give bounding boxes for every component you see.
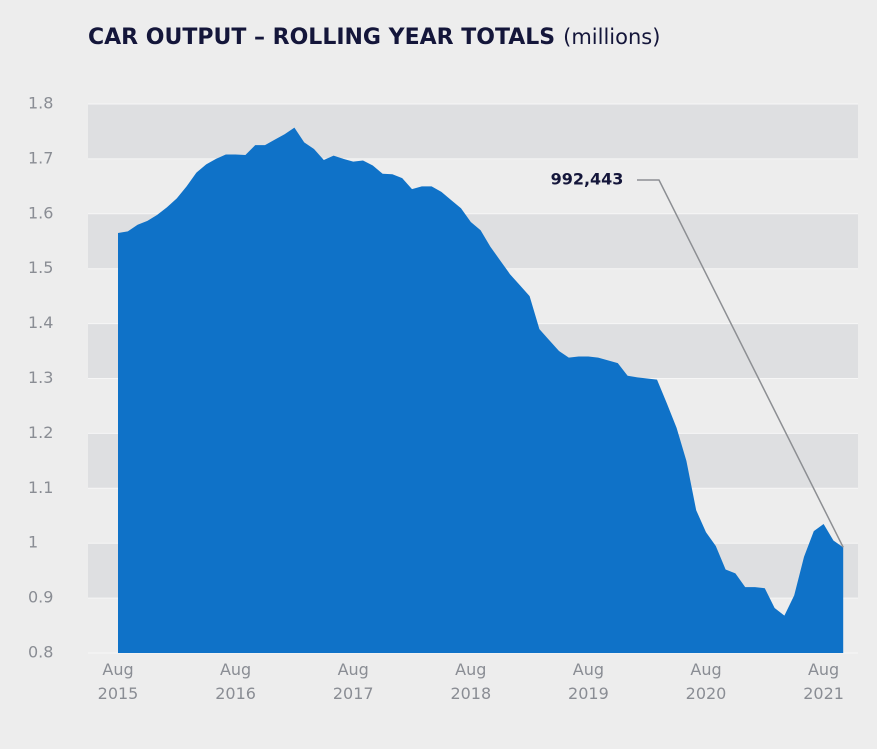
x-tick-label: Aug 2019 [568, 660, 609, 703]
y-tick-label: 1.4 [28, 313, 53, 332]
x-tick-label-line: 2018 [450, 684, 491, 703]
chart-title: CAR OUTPUT – ROLLING YEAR TOTALS [88, 25, 555, 50]
y-tick-label: 0.8 [28, 643, 53, 662]
grid-band [88, 104, 858, 159]
data-label: 992,443 [551, 170, 624, 189]
leader-line [637, 179, 844, 548]
x-tick-label-line: 2020 [686, 684, 727, 703]
x-tick-label-line: 2015 [98, 684, 139, 703]
y-tick-label: 1.3 [28, 368, 53, 387]
y-tick-label: 1.8 [28, 94, 53, 113]
chart-subtitle: (millions) [563, 25, 660, 49]
x-tick-label: Aug 2021 [803, 660, 844, 703]
y-tick-label: 1.1 [28, 478, 53, 497]
x-tick-label: Aug 2017 [333, 660, 374, 703]
x-tick-label-line: Aug [808, 660, 839, 679]
area [118, 127, 844, 654]
y-tick-label: 1 [28, 533, 38, 552]
x-tick-label: Aug 2015 [98, 660, 139, 703]
y-tick-label: 0.9 [28, 588, 53, 607]
x-tick-label: Aug 2016 [215, 660, 256, 703]
x-tick-label-line: 2017 [333, 684, 374, 703]
x-tick-label-line: 2016 [215, 684, 256, 703]
y-tick-label: 1.7 [28, 148, 53, 167]
x-tick-label: Aug 2020 [686, 660, 727, 703]
x-tick-label-line: Aug [690, 660, 721, 679]
x-tick-label-line: 2019 [568, 684, 609, 703]
x-tick-label-line: Aug [338, 660, 369, 679]
x-tick-label-line: Aug [573, 660, 604, 679]
x-tick-label-line: Aug [102, 660, 133, 679]
x-tick-label-line: 2021 [803, 684, 844, 703]
x-tick-label-line: Aug [455, 660, 486, 679]
x-tick-label: Aug 2018 [450, 660, 491, 703]
y-tick-label: 1.2 [28, 423, 53, 442]
y-tick-label: 1.6 [28, 203, 53, 222]
y-tick-label: 1.5 [28, 258, 53, 277]
x-tick-label-line: Aug [220, 660, 251, 679]
